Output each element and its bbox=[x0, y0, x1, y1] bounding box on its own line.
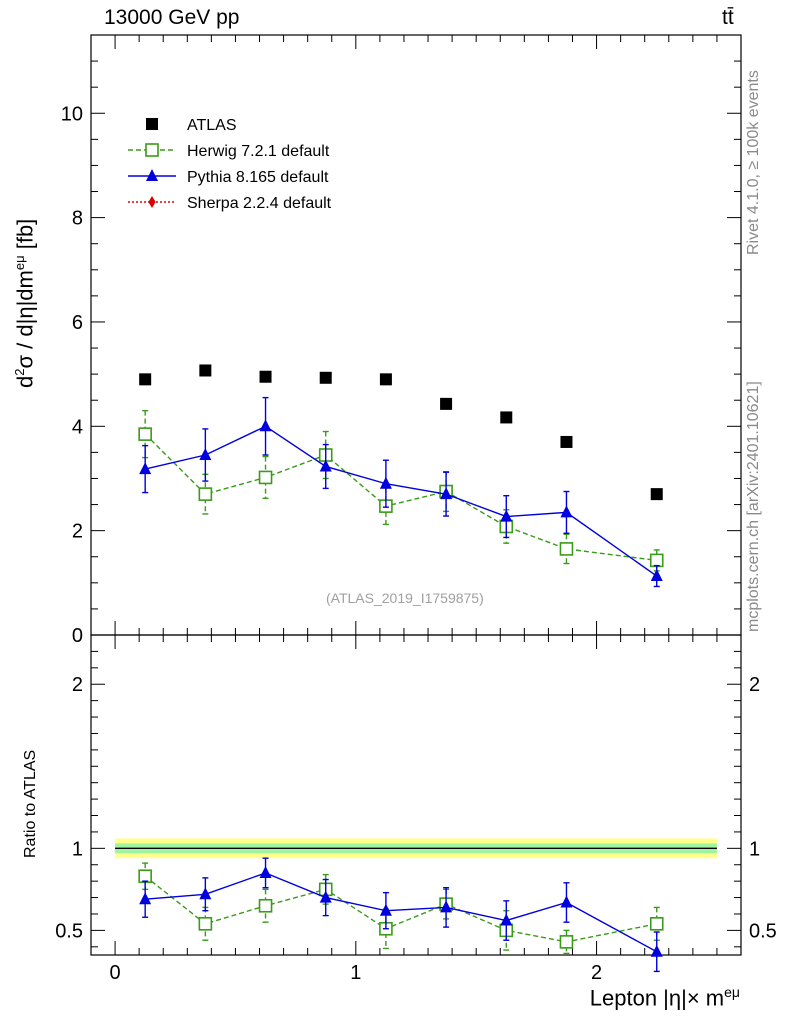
ratio-pythia-point bbox=[139, 892, 152, 905]
main-pythia-point bbox=[650, 569, 663, 582]
main-y-tick-label: 2 bbox=[72, 521, 83, 543]
process-label: tt̄ bbox=[722, 6, 734, 29]
legend-sherpa-label: Sherpa 2.2.4 default bbox=[187, 195, 332, 212]
main-y-tick-label: 0 bbox=[72, 625, 83, 647]
legend-pythia-label: Pythia 8.165 default bbox=[187, 169, 329, 186]
ratio-x-tick-label: 2 bbox=[591, 962, 602, 984]
main-pythia-line bbox=[145, 425, 658, 577]
ratio-herwig-point bbox=[559, 935, 574, 949]
analysis-watermark: (ATLAS_2019_I1759875) bbox=[326, 590, 484, 606]
ratio-pythia-point bbox=[199, 887, 212, 900]
ratio-herwig-point bbox=[649, 917, 664, 931]
ratio-panel: 0 1 2 0.5 0.5 1 1 2 2 bbox=[55, 634, 777, 984]
main-atlas-point bbox=[259, 370, 272, 383]
main-atlas-point bbox=[379, 373, 392, 386]
ratio-pythia-point bbox=[319, 890, 332, 903]
main-pythia-point bbox=[379, 476, 392, 489]
main-y-tick-label: 4 bbox=[72, 416, 83, 438]
main-atlas-point bbox=[650, 488, 663, 501]
main-atlas-point bbox=[500, 411, 513, 424]
main-pythia-point bbox=[319, 459, 332, 472]
ratio-pythia-line bbox=[145, 872, 658, 953]
x-axis-title: Lepton |η|× meμ bbox=[589, 984, 740, 1011]
main-panel: 0 2 4 6 8 10 bbox=[61, 34, 742, 647]
main-y-tick-label: 10 bbox=[61, 103, 83, 125]
main-pythia-point bbox=[560, 505, 573, 518]
main-pythia-point bbox=[199, 448, 212, 460]
legend: ATLAS Herwig 7.2.1 default Pythia 8.165 de… bbox=[128, 117, 332, 212]
legend-herwig-marker bbox=[145, 143, 159, 157]
main-pythia-point bbox=[500, 509, 513, 522]
ratio-herwig-point bbox=[138, 869, 152, 884]
main-pythia-point bbox=[440, 487, 453, 500]
main-y-tick-label: 8 bbox=[72, 208, 83, 230]
ratio-frame bbox=[90, 634, 742, 956]
main-herwig-point bbox=[649, 553, 664, 568]
ratio-y-tick-label-right: 2 bbox=[749, 674, 760, 696]
main-herwig-point bbox=[559, 542, 574, 556]
ratio-y-tick-label: 1 bbox=[72, 838, 83, 860]
ratio-herwig-point bbox=[258, 898, 273, 913]
energy-label: 13000 GeV pp bbox=[104, 6, 240, 29]
ratio-pythia-point bbox=[440, 900, 453, 913]
main-atlas-point bbox=[440, 397, 453, 410]
ratio-pythia-point bbox=[379, 903, 392, 916]
ratio-pythia-point bbox=[560, 895, 573, 908]
ratio-y-tick-label: 2 bbox=[72, 674, 83, 696]
main-atlas-point bbox=[199, 364, 212, 377]
main-atlas-point bbox=[560, 435, 573, 448]
ratio-y-tick-label-right: 1 bbox=[749, 838, 760, 860]
ratio-herwig-line bbox=[144, 875, 657, 943]
legend-herwig-label: Herwig 7.2.1 default bbox=[187, 143, 330, 160]
main-atlas-point bbox=[319, 371, 332, 384]
main-herwig-point bbox=[138, 427, 152, 441]
main-herwig-point bbox=[258, 470, 273, 485]
main-y-tick-label: 6 bbox=[72, 312, 83, 334]
legend-atlas-label: ATLAS bbox=[187, 117, 237, 134]
ratio-y-tick-label-right: 0.5 bbox=[749, 920, 777, 942]
legend-sherpa-marker bbox=[148, 196, 156, 208]
ratio-x-tick-label: 0 bbox=[110, 962, 121, 984]
main-pythia-point bbox=[259, 419, 272, 432]
ratio-pythia-point bbox=[650, 944, 663, 957]
ratio-pythia-point bbox=[500, 913, 513, 926]
ratio-x-tick-label: 1 bbox=[350, 962, 361, 984]
legend-pythia-marker bbox=[146, 169, 158, 181]
main-atlas-point bbox=[139, 373, 152, 386]
main-herwig-point bbox=[198, 487, 213, 501]
legend-atlas-marker bbox=[146, 118, 158, 130]
main-pythia-point bbox=[139, 462, 152, 475]
ratio-herwig-point bbox=[198, 917, 213, 931]
ratio-y-tick-label: 0.5 bbox=[55, 920, 83, 942]
main-herwig-line bbox=[144, 433, 657, 562]
ratio-pythia-point bbox=[259, 865, 272, 878]
